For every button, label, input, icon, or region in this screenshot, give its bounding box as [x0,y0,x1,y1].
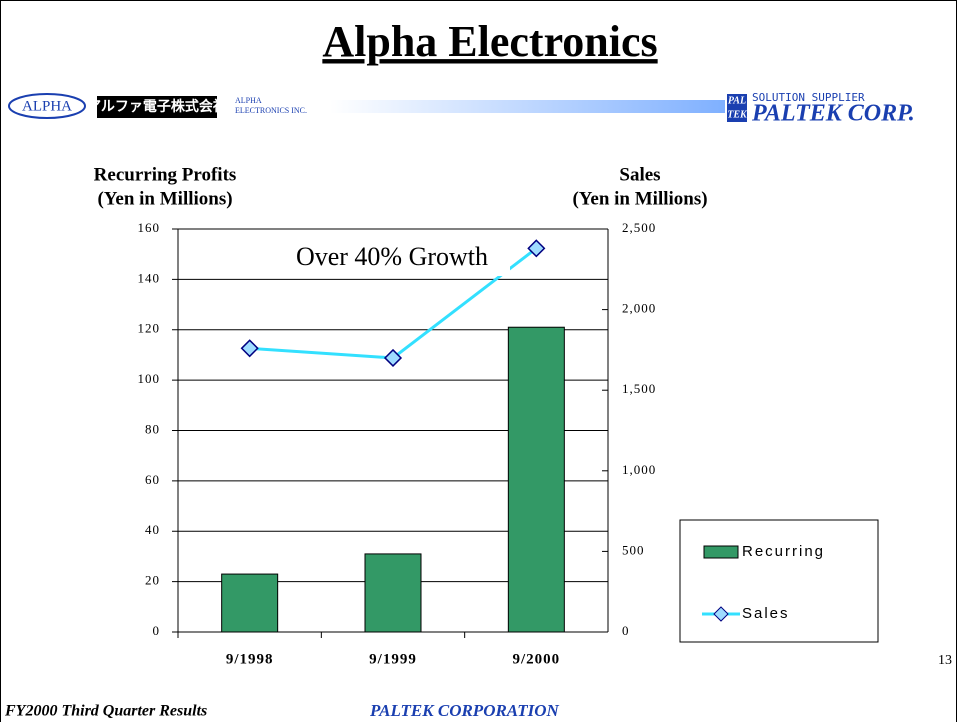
legend-label: Sales [742,605,790,622]
marker [240,339,259,358]
legend-swatch [703,545,739,559]
y2-tick-label: 1,500 [622,381,656,396]
y-tick-label: 60 [145,472,160,487]
page-number: 13 [938,653,952,668]
y2-tick-label: 1,000 [622,462,656,477]
japanese-name: アルファ電子株式会社 [87,98,227,115]
y2-tick-label: 2,000 [622,301,656,316]
japanese-block [97,96,217,118]
paltek-logo [727,94,747,122]
logo-text: TEK [727,109,748,120]
y2-axis-label: Sales [619,164,660,185]
annotation: Over 40% Growth [296,242,488,271]
solution-text: SOLUTION SUPPLIER [752,91,865,104]
marker [383,348,403,368]
y-axis-label: (Yen in Millions) [97,188,232,209]
y-tick-label: 40 [145,522,160,537]
y-tick-label: 80 [145,421,160,436]
y-tick-label: 140 [138,270,161,285]
paltek-text: PALTEK CORP. [751,101,915,127]
logo-text: PAL [728,95,746,106]
y-tick-label: 20 [145,573,160,588]
y2-axis-label: (Yen in Millions) [572,188,707,209]
x-tick-label: 9/1999 [369,651,417,667]
annotation-bg [270,240,510,276]
y-tick-label: 160 [138,220,161,235]
marker [527,239,546,258]
header-bar [330,100,725,113]
bar [221,573,279,633]
y-axis-label: Recurring Profits [94,164,237,185]
slide-title: Alpha Electronics [322,17,657,66]
legend-box [679,519,879,643]
x-tick-label: 9/2000 [512,651,560,667]
y-tick-label: 100 [138,371,161,386]
y-tick-label: 120 [138,321,161,336]
x-tick-label: 9/1998 [226,651,274,667]
alpha-oval [8,93,86,119]
alpha-small: ELECTRONICS INC. [235,106,307,115]
legend-marker [713,606,729,622]
bar [507,326,565,633]
legend-label: Recurring [742,543,825,560]
alpha-oval-text: ALPHA [22,98,72,114]
y2-tick-label: 2,500 [622,220,656,235]
bar [364,553,422,633]
y-tick-label: 0 [153,623,161,638]
y2-tick-label: 0 [622,623,630,638]
alpha-small: ALPHA [235,96,262,105]
footer-center: PALTEK CORPORATION [369,701,559,720]
footer-left: FY2000 Third Quarter Results [4,703,207,720]
y2-tick-label: 500 [622,542,645,557]
